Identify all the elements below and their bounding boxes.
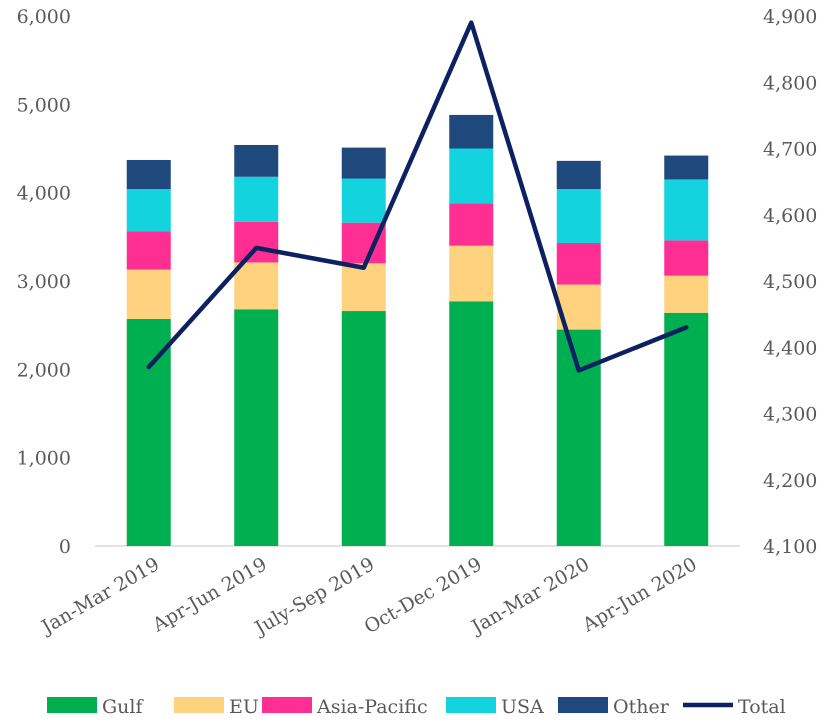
x-tick-label: Apr-Jun 2019 xyxy=(148,553,271,636)
legend: Gulf EU Asia-Pacific USA Other Total xyxy=(47,696,786,718)
right-tick-label: 4,100 xyxy=(763,536,817,558)
bar-asia-pacific-oct-dec-2019 xyxy=(449,203,494,246)
legend-item-gulf: Gulf xyxy=(47,696,144,718)
legend-swatch xyxy=(47,697,97,713)
left-tick-label: 1,000 xyxy=(17,448,71,470)
total-series-line xyxy=(146,20,689,373)
legend-swatch xyxy=(558,697,608,713)
stacked-bars xyxy=(126,114,709,546)
x-tick-label: July-Sep 2019 xyxy=(250,553,379,640)
left-tick-label: 5,000 xyxy=(17,94,71,116)
total-line xyxy=(146,20,689,373)
legend-label: EU xyxy=(229,696,259,718)
bar-usa-apr-jun-2020 xyxy=(664,179,709,241)
legend-swatch xyxy=(262,697,312,713)
bar-usa-jan-mar-2020 xyxy=(556,189,601,244)
legend-label: Gulf xyxy=(102,696,144,718)
bar-gulf-apr-jun-2020 xyxy=(664,312,709,546)
bar-asia-pacific-apr-jun-2020 xyxy=(664,240,709,276)
bar-gulf-apr-jun-2019 xyxy=(234,309,279,546)
left-tick-label: 2,000 xyxy=(17,359,71,381)
bar-gulf-oct-dec-2019 xyxy=(449,301,494,546)
x-tick-label: Apr-Jun 2020 xyxy=(578,553,701,636)
legend-item-other: Other xyxy=(558,696,670,718)
legend-item-total: Total xyxy=(683,696,786,718)
bar-eu-apr-jun-2019 xyxy=(234,262,279,310)
legend-swatch xyxy=(174,697,224,713)
legend-item-asia-pacific: Asia-Pacific xyxy=(262,696,428,718)
right-tick-label: 4,200 xyxy=(763,470,817,492)
bar-other-jan-mar-2019 xyxy=(126,159,171,190)
bar-gulf-jan-mar-2019 xyxy=(126,318,171,546)
bar-other-apr-jun-2019 xyxy=(234,144,279,177)
left-tick-label: 4,000 xyxy=(17,183,71,205)
bar-asia-pacific-jan-mar-2019 xyxy=(126,231,171,270)
legend-label: USA xyxy=(501,696,544,718)
bar-asia-pacific-apr-jun-2019 xyxy=(234,221,279,263)
right-tick-label: 4,400 xyxy=(763,337,817,359)
bar-other-jan-mar-2020 xyxy=(556,160,601,190)
legend-item-eu: EU xyxy=(174,696,259,718)
legend-label: Other xyxy=(613,696,670,718)
left-tick-label: 0 xyxy=(59,536,71,558)
bar-usa-july-sep-2019 xyxy=(341,178,386,223)
right-tick-label: 4,500 xyxy=(763,271,817,293)
legend-label: Asia-Pacific xyxy=(316,696,428,718)
bar-usa-apr-jun-2019 xyxy=(234,176,279,222)
bar-asia-pacific-jan-mar-2020 xyxy=(556,243,601,285)
bar-gulf-july-sep-2019 xyxy=(341,311,386,546)
bar-eu-july-sep-2019 xyxy=(341,263,386,312)
bar-other-apr-jun-2020 xyxy=(664,155,709,180)
bar-other-oct-dec-2019 xyxy=(449,114,494,149)
x-tick-label: Jan-Mar 2019 xyxy=(36,553,163,639)
legend-item-usa: USA xyxy=(446,696,544,718)
x-tick-label: Jan-Mar 2020 xyxy=(466,553,593,639)
legend-swatch xyxy=(446,697,496,713)
bar-other-july-sep-2019 xyxy=(341,147,386,179)
legend-label: Total xyxy=(738,696,786,718)
bar-usa-jan-mar-2019 xyxy=(126,189,171,232)
left-axis-tick-labels: 0 1,000 2,000 3,000 4,000 5,000 6,000 xyxy=(17,6,71,558)
right-tick-label: 4,800 xyxy=(763,72,817,94)
bar-eu-apr-jun-2020 xyxy=(664,275,709,313)
bar-eu-oct-dec-2019 xyxy=(449,245,494,302)
bar-eu-jan-mar-2019 xyxy=(126,269,171,319)
right-tick-label: 4,900 xyxy=(763,6,817,28)
left-tick-label: 3,000 xyxy=(17,271,71,293)
right-axis-tick-labels: 4,100 4,200 4,300 4,400 4,500 4,600 4,700 4,800… xyxy=(763,6,817,558)
right-tick-label: 4,600 xyxy=(763,205,817,227)
right-tick-label: 4,700 xyxy=(763,139,817,161)
right-tick-label: 4,300 xyxy=(763,404,817,426)
bar-usa-oct-dec-2019 xyxy=(449,148,494,204)
left-tick-label: 6,000 xyxy=(17,6,71,28)
x-tick-label: Oct-Dec 2019 xyxy=(361,553,486,638)
